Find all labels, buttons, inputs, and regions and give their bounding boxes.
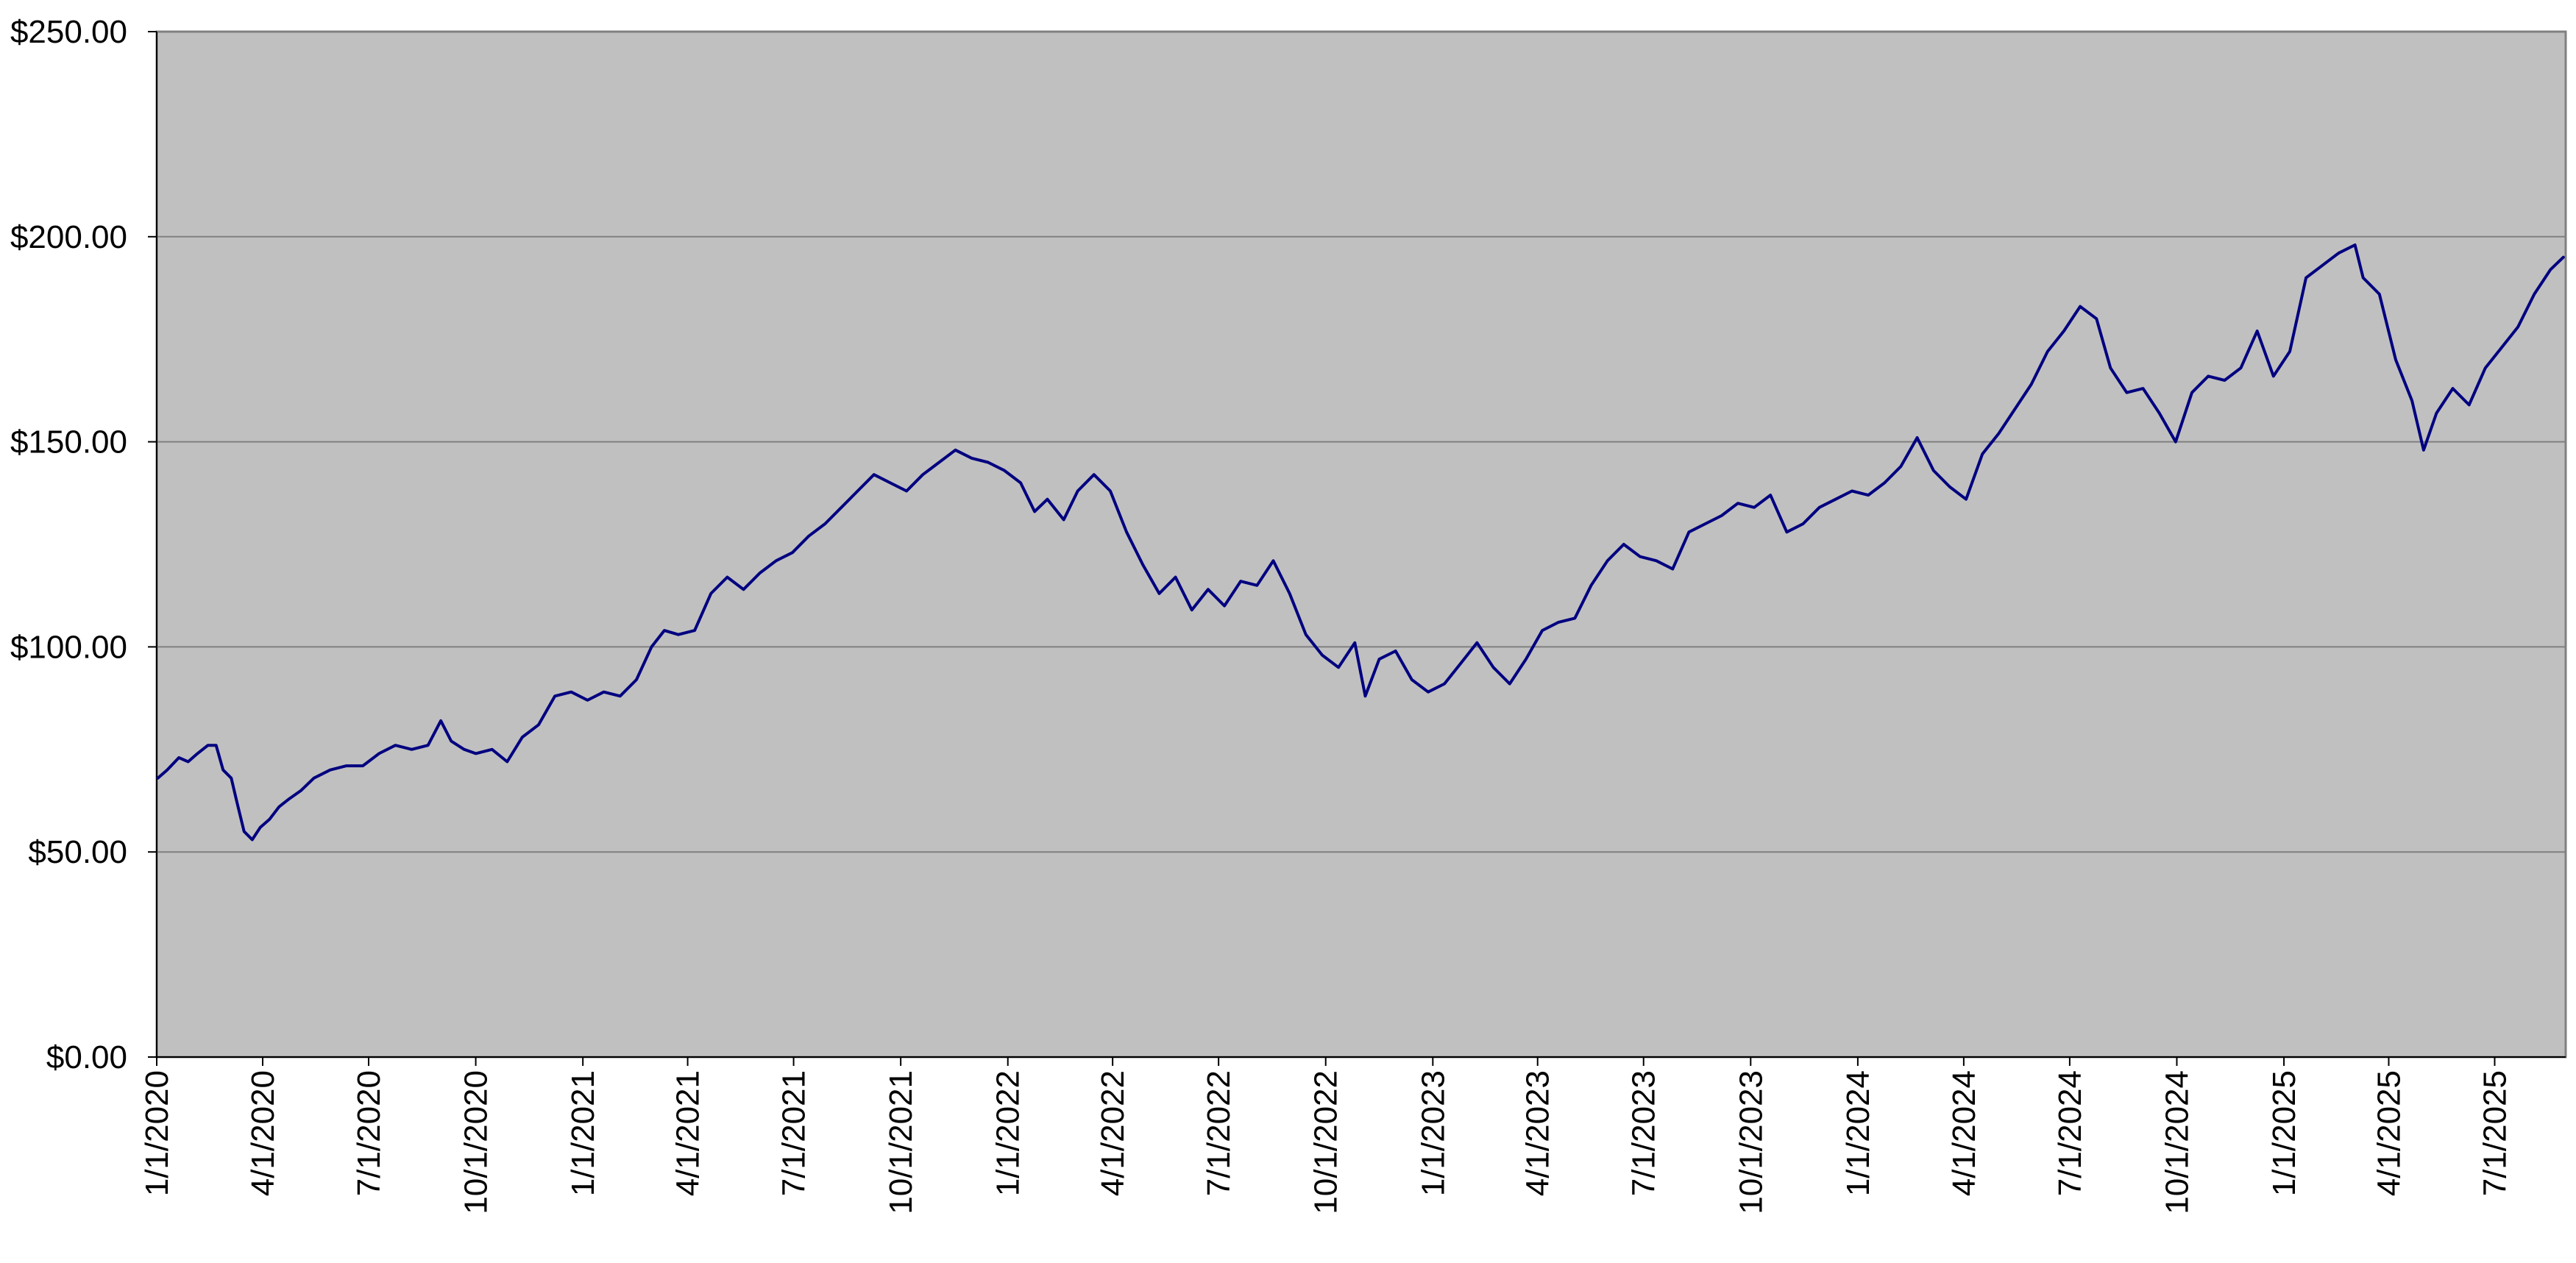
x-tick-label: 7/1/2022	[1201, 1070, 1237, 1196]
x-tick-label: 1/1/2025	[2266, 1070, 2302, 1196]
y-tick-label: $0.00	[46, 1039, 127, 1075]
x-tick-label: 10/1/2021	[883, 1070, 919, 1214]
y-tick-label: $200.00	[10, 219, 127, 255]
x-axis-ticks: 1/1/2020 4/1/2020 7/1/2020 10/1/2020 1/1/202…	[139, 1057, 2513, 1214]
x-tick-label: 4/1/2023	[1520, 1070, 1556, 1196]
x-tick-label: 7/1/2025	[2477, 1070, 2513, 1196]
x-tick-label: 7/1/2020	[351, 1070, 387, 1196]
x-tick-label: 10/1/2023	[1733, 1070, 1769, 1214]
y-tick-label: $100.00	[10, 629, 127, 665]
x-tick-label: 4/1/2021	[670, 1070, 706, 1196]
x-tick-label: 10/1/2022	[1308, 1070, 1344, 1214]
gridlines	[157, 31, 2566, 853]
y-axis-ticks: $0.00 $50.00 $100.00 $150.00 $200.00 $250.00	[10, 14, 157, 1075]
x-tick-label: 1/1/2023	[1415, 1070, 1451, 1196]
x-tick-label: 4/1/2024	[1946, 1070, 1982, 1196]
x-tick-label: 1/1/2020	[139, 1070, 175, 1196]
y-tick-label: $50.00	[28, 834, 127, 870]
x-tick-label: 10/1/2024	[2159, 1070, 2195, 1214]
x-tick-label: 1/1/2024	[1840, 1070, 1876, 1196]
y-tick-label: $250.00	[10, 14, 127, 50]
x-tick-label: 1/1/2021	[565, 1070, 601, 1196]
price-series-line	[156, 243, 2565, 842]
x-tick-label: 1/1/2022	[990, 1070, 1026, 1196]
plot-area	[157, 32, 2566, 1057]
x-tick-label: 7/1/2021	[776, 1070, 812, 1196]
x-tick-label: 4/1/2022	[1095, 1070, 1131, 1196]
x-tick-label: 10/1/2020	[458, 1070, 494, 1214]
x-tick-label: 4/1/2025	[2371, 1070, 2407, 1196]
x-tick-label: 4/1/2020	[245, 1070, 281, 1196]
x-tick-label: 7/1/2024	[2052, 1070, 2088, 1196]
axes	[155, 30, 2567, 1059]
y-tick-label: $150.00	[10, 424, 127, 460]
x-tick-label: 7/1/2023	[1626, 1070, 1662, 1196]
